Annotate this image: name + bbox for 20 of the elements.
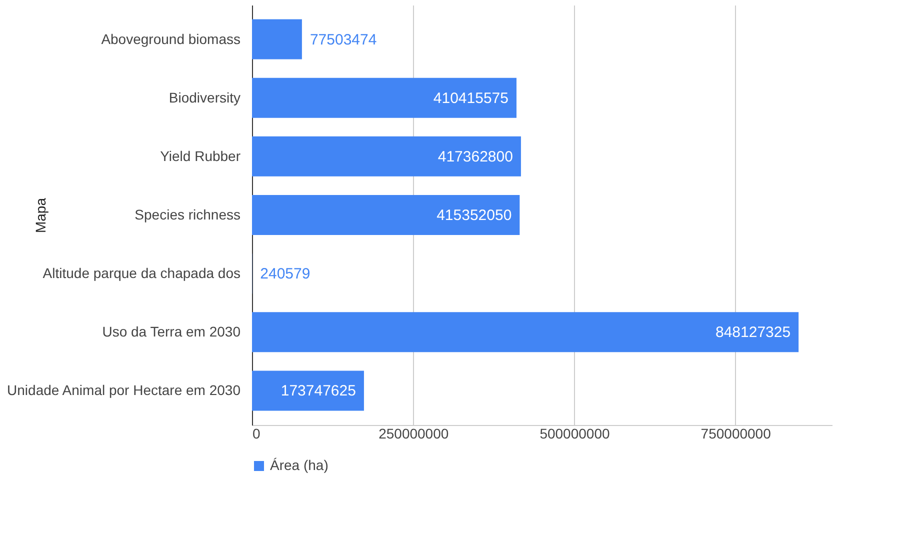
data-label: 848127325 [715, 324, 791, 342]
data-label: 410415575 [433, 90, 508, 107]
y-tick-label: Aboveground biomass [101, 30, 240, 47]
y-tick-label: Unidade Animal por Hectare em 2030 [7, 382, 241, 398]
x-tick-label: 0 [252, 426, 260, 442]
y-tick-label: Yield Rubber [160, 148, 241, 164]
data-label: 77503474 [310, 31, 377, 48]
y-axis-title: Mapa [32, 198, 48, 234]
data-label: 173747625 [280, 382, 356, 400]
x-tick-label: 250000000 [378, 426, 449, 442]
y-tick-label: Biodiversity [168, 89, 240, 106]
y-tick-label: Species richness [134, 206, 240, 222]
x-tick-label: 500000000 [540, 426, 610, 442]
y-tick-label: Uso da Terra em 2030 [102, 324, 241, 340]
legend-label: Área (ha) [270, 457, 328, 473]
x-tick-label: 750000000 [700, 426, 772, 442]
data-label: 415352050 [436, 207, 512, 224]
data-label: 240579 [260, 266, 310, 283]
data-label: 417362800 [438, 148, 513, 166]
y-tick-label: Altitude parque da chapada dos [42, 265, 240, 282]
